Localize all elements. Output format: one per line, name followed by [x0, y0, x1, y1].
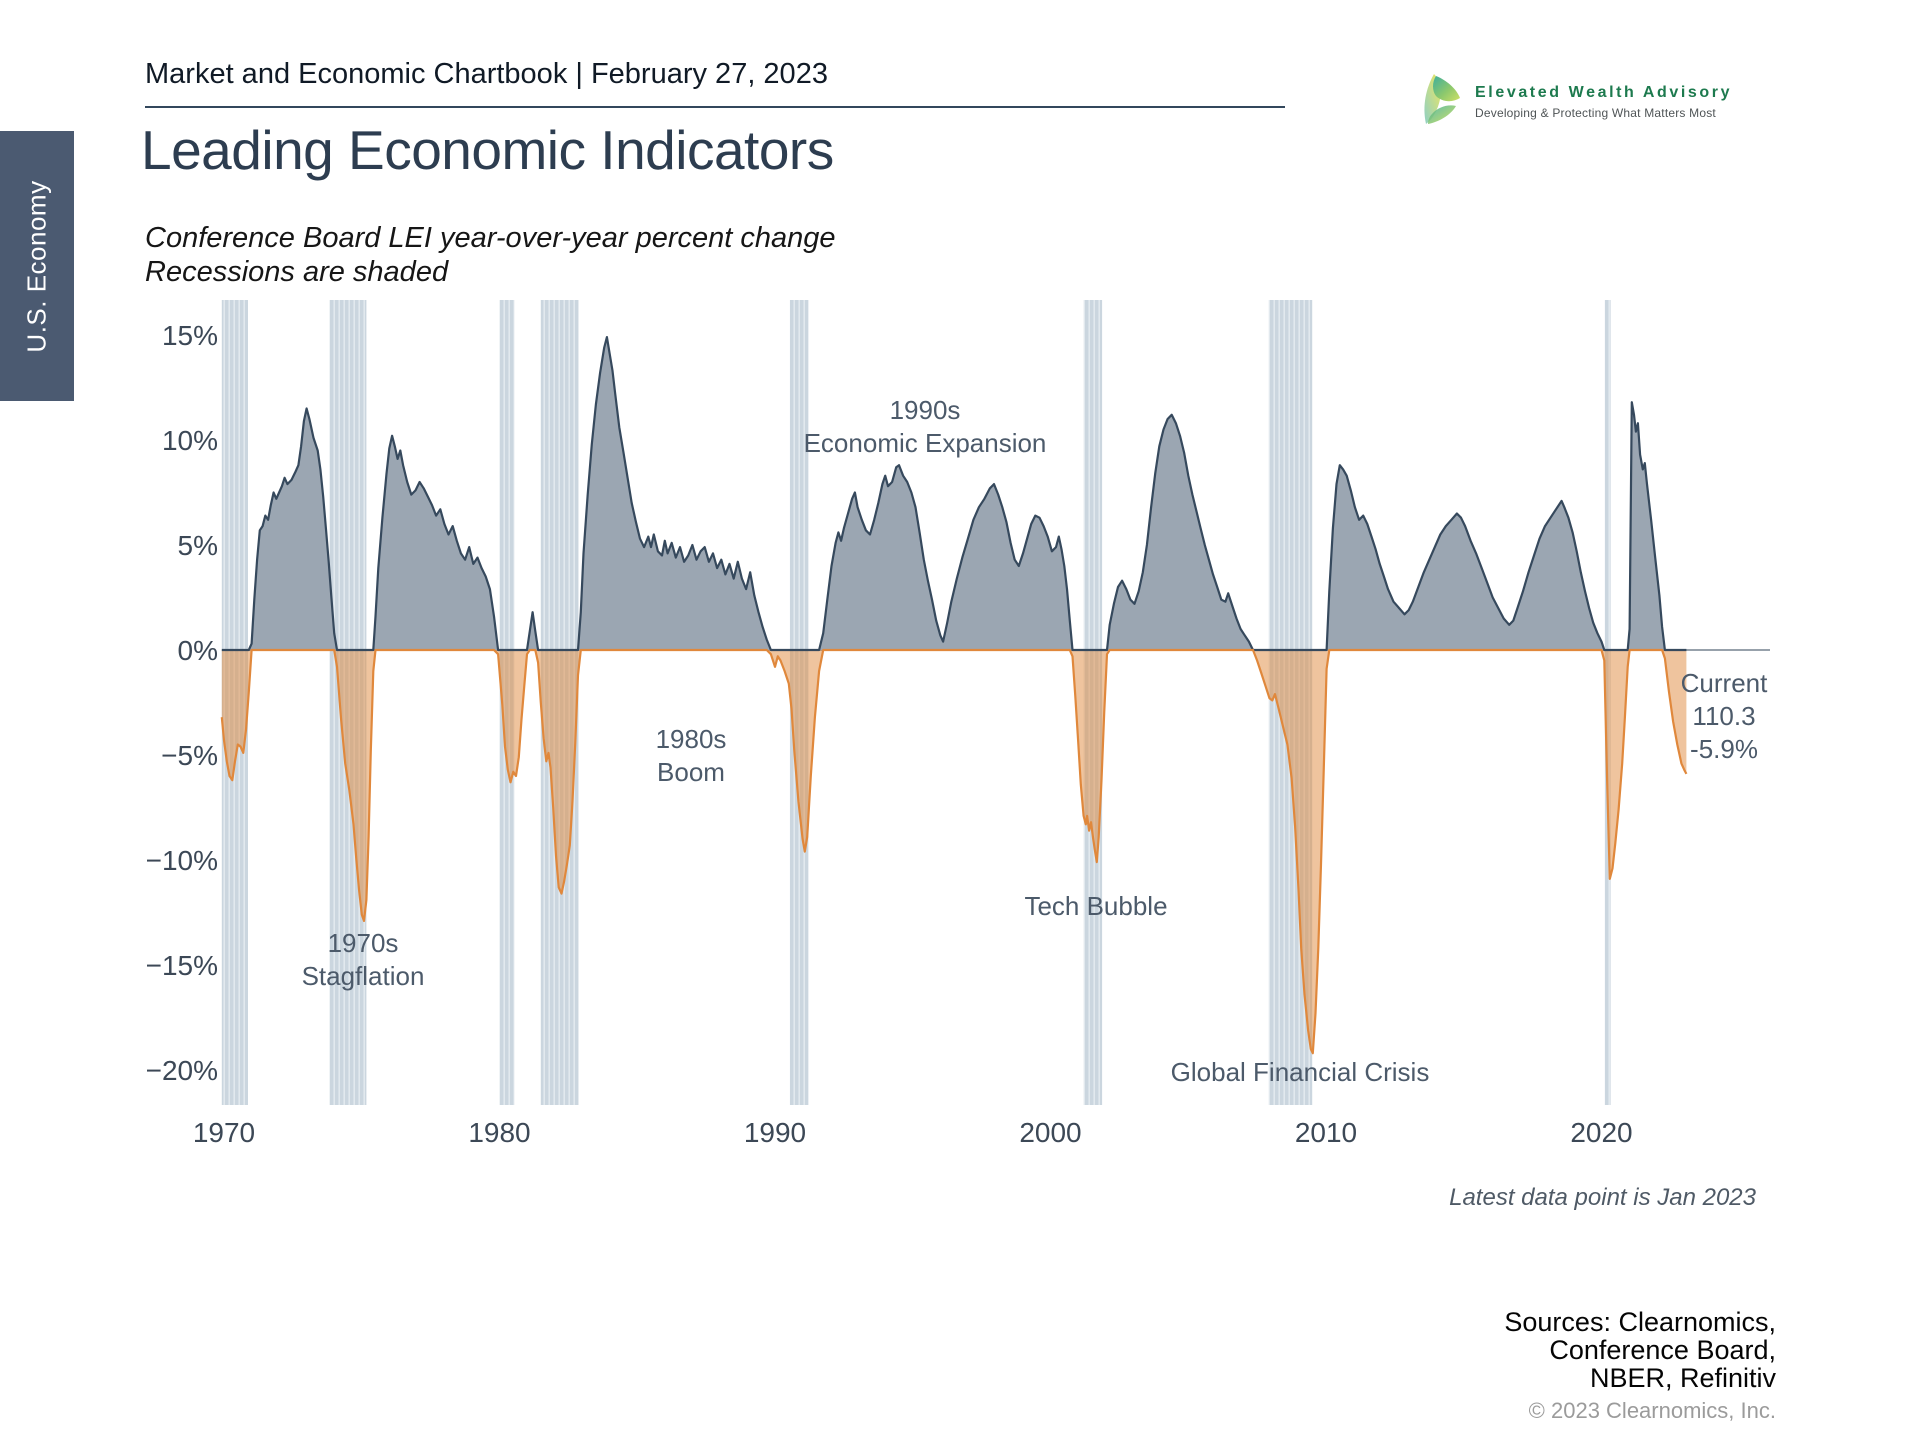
y-axis-tick-label: 5% — [178, 530, 218, 561]
sidebar-tab-us-economy[interactable]: U.S. Economy — [0, 131, 74, 401]
latest-data-note: Latest data point is Jan 2023 — [1449, 1184, 1756, 1211]
lei-positive-area — [221, 337, 1687, 650]
y-axis-tick-label: −15% — [146, 950, 218, 981]
subtitle-line-2: Recessions are shaded — [145, 256, 449, 288]
x-axis-tick-label: 1970 — [193, 1117, 255, 1148]
lei-negative-line — [220, 648, 1688, 1055]
x-axis-tick-label: 1980 — [468, 1117, 530, 1148]
eighties-boom-label: 1980s Boom — [656, 724, 727, 787]
x-axis-tick-label: 2000 — [1019, 1117, 1081, 1148]
x-axis-tick-label: 2020 — [1570, 1117, 1632, 1148]
global-financial-crisis-label: Global Financial Crisis — [1171, 1057, 1430, 1087]
logo: Elevated Wealth Advisory Developing & Pr… — [1420, 70, 1800, 130]
y-axis-tick-label: −20% — [146, 1055, 218, 1086]
chartbook-header: Market and Economic Chartbook | February… — [145, 58, 828, 90]
copyright-note: © 2023 Clearnomics, Inc. — [1528, 1398, 1776, 1423]
sources-line-3: NBER, Refinitiv — [1589, 1363, 1776, 1393]
y-axis-tick-label: −5% — [161, 740, 218, 771]
sources-line-1: Sources: Clearnomics, — [1504, 1307, 1776, 1337]
subtitle-line-1: Conference Board LEI year-over-year perc… — [145, 222, 836, 254]
y-axis-tick-label: 0% — [178, 635, 218, 666]
x-axis-tick-label: 2010 — [1295, 1117, 1357, 1148]
logo-name: Elevated Wealth Advisory — [1475, 84, 1733, 101]
logo-leaf-icon — [1424, 74, 1460, 124]
sources-line-2: Conference Board, — [1549, 1335, 1776, 1365]
nineties-expansion-label: 1990s Economic Expansion — [804, 395, 1047, 458]
y-axis-tick-label: 15% — [162, 320, 218, 351]
sources-block: Sources: Clearnomics, Conference Board, … — [1504, 1308, 1776, 1392]
lei-negative-area — [221, 650, 1687, 1054]
tech-bubble-label: Tech Bubble — [1024, 891, 1167, 921]
lei-positive-line — [221, 336, 1687, 652]
page-title: Leading Economic Indicators — [141, 119, 834, 181]
logo-tagline: Developing & Protecting What Matters Mos… — [1475, 106, 1716, 120]
chart-subtitle: Conference Board LEI year-over-year perc… — [145, 221, 836, 289]
x-axis-tick-label: 1990 — [744, 1117, 806, 1148]
y-axis-tick-label: −10% — [146, 845, 218, 876]
header-divider — [145, 106, 1285, 108]
stagflation-label: 1970s Stagflation — [302, 928, 425, 991]
y-axis-tick-label: 10% — [162, 425, 218, 456]
current-value-label: Current 110.3 -5.9% — [1681, 668, 1768, 764]
